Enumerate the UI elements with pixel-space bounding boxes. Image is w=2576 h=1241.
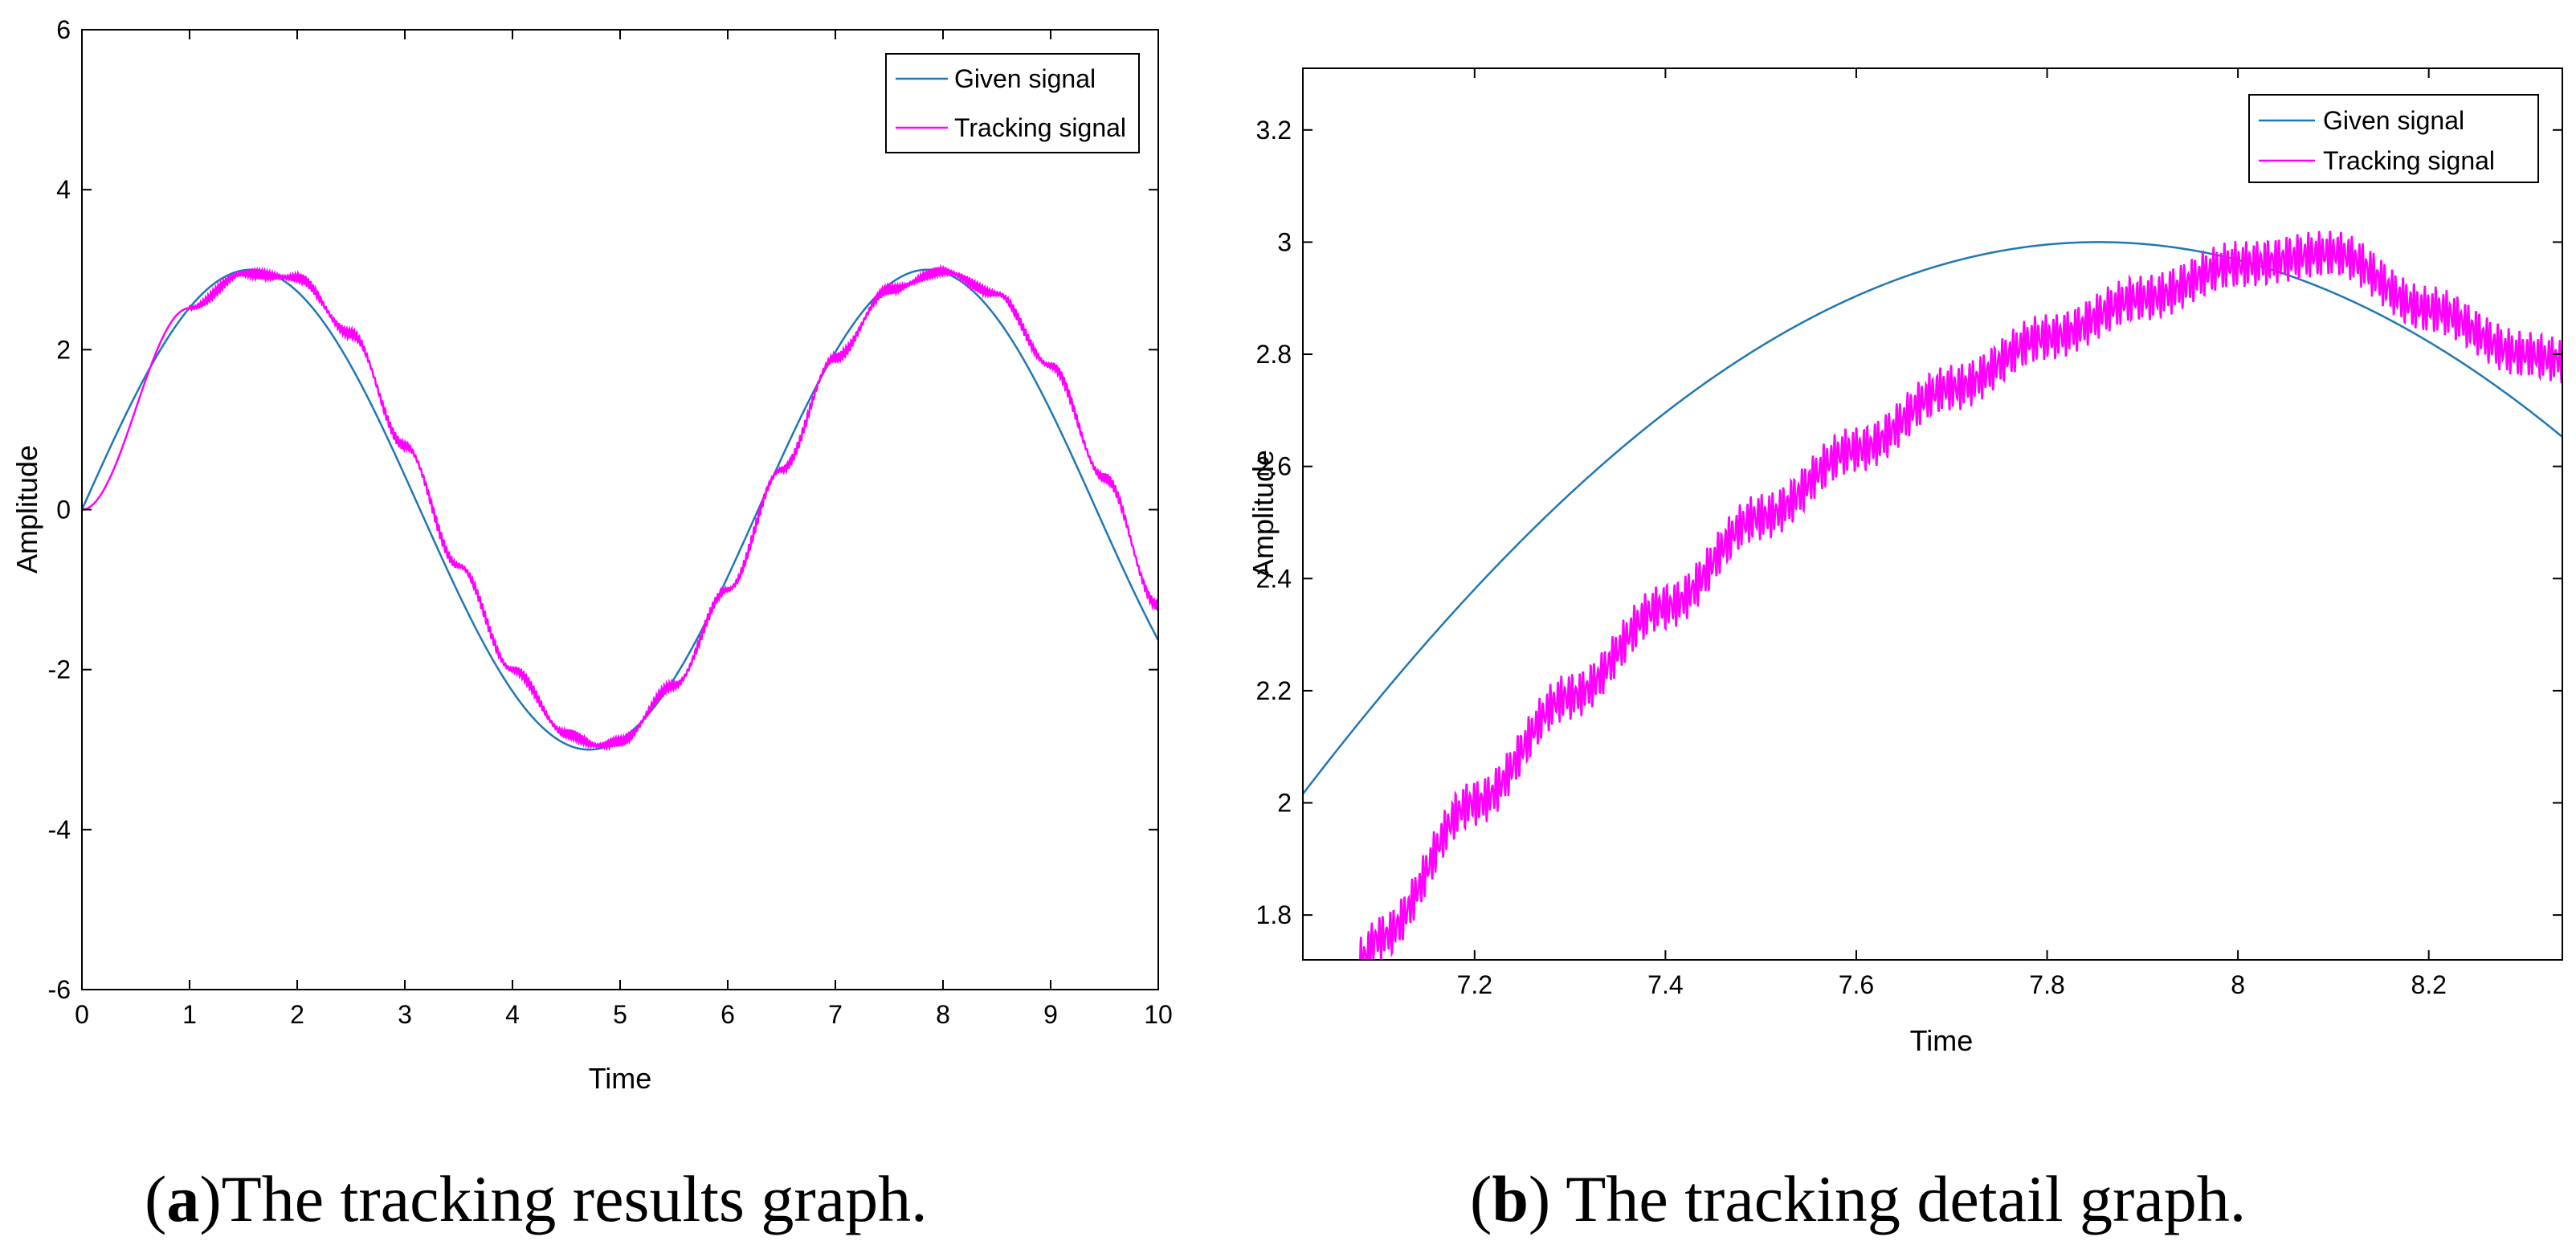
- panel-a-xtick-label: 3: [398, 1000, 412, 1029]
- panel-a-series-layer: [80, 263, 1160, 752]
- panel-b-legend-label-given: Given signal: [2323, 106, 2464, 135]
- panel-b-xlabel: Time: [1910, 1024, 1974, 1057]
- panel-b-axes-frame: [1302, 67, 2563, 961]
- panel-b-legend-label-tracking: Tracking signal: [2323, 146, 2495, 175]
- panel-b-ytick-label: 2.6: [1256, 452, 1292, 481]
- panel-a-xtick-label: 9: [1043, 1000, 1058, 1029]
- panel-a-xtick-label: 7: [828, 1000, 843, 1029]
- panel-a-ytick-label: -4: [48, 815, 71, 844]
- panel-b-ytick-label: 2: [1277, 789, 1292, 818]
- panel-b-legend-box: [2248, 94, 2539, 183]
- panel-a-xlabel: Time: [589, 1062, 652, 1095]
- panel-a-xtick-label: 6: [721, 1000, 735, 1029]
- panel-a-legend-label-tracking: Tracking signal: [954, 113, 1126, 142]
- panel-a-ytick-label: -6: [48, 975, 71, 1004]
- panel-b-xtick-label: 7.8: [2029, 970, 2064, 999]
- panel-b-ytick-label: 2.8: [1256, 340, 1292, 369]
- panel-a-series-given: [80, 268, 1160, 751]
- panel-b-xtick-label: 8.2: [2411, 970, 2446, 999]
- panel-b-ytick-label: 1.8: [1256, 900, 1292, 929]
- panel-b-ytick-label: 2.2: [1256, 676, 1292, 705]
- panel-a-ytick-label: -2: [48, 655, 71, 684]
- panel-b-ytick-label: 2.4: [1256, 564, 1292, 593]
- panel-a-ticks: 0 1 2 3 4 5 6 7 8 9 10 -6 -4 -2 0 2 4 6: [48, 15, 1173, 1029]
- panel-a-legend-label-given: Given signal: [954, 64, 1096, 93]
- panel-a-xtick-label: 0: [75, 1000, 89, 1029]
- panel-a-xtick-label: 4: [505, 1000, 520, 1029]
- panel-a-ytick-label: 6: [56, 15, 71, 44]
- panel-b-chart: 7.2 7.4 7.6 7.8 8 8.2 1.8 2 2.2 2.4 2.6 2.8 3 3.2 Tim…: [1247, 67, 2563, 1057]
- panel-b-xtick-label: 7.2: [1457, 970, 1492, 999]
- panel-a-xtick-label: 8: [936, 1000, 950, 1029]
- panel-b-xtick-label: 7.4: [1647, 970, 1683, 999]
- panel-b-ticks: 7.2 7.4 7.6 7.8 8 8.2 1.8 2 2.2 2.4 2.6 2.8 3 3.2: [1256, 68, 2562, 999]
- panel-b-xtick-label: 7.6: [1839, 970, 1874, 999]
- panel-a-xtick-label: 1: [182, 1000, 197, 1029]
- panel-b-ytick-label: 3: [1277, 227, 1292, 256]
- panel-b-xtick-label: 8: [2231, 970, 2245, 999]
- panel-a-ylabel: Amplitude: [10, 445, 43, 574]
- panel-b-series-layer: [1303, 231, 2562, 960]
- panel-a-legend-box: [885, 53, 1140, 153]
- panel-a-axes-frame: [81, 29, 1159, 990]
- panel-b-series-tracking: [1359, 231, 2562, 960]
- panel-b-series-given: [1303, 241, 2562, 795]
- caption-b: (b) The tracking detail graph.: [1470, 1162, 2246, 1235]
- caption-a: (a)The tracking results graph.: [145, 1162, 928, 1235]
- panel-b-legend: Given signal Tracking signal: [2248, 94, 2539, 183]
- panel-a-ytick-label: 2: [56, 335, 71, 364]
- panel-a-ytick-label: 4: [56, 175, 71, 204]
- panel-a-xtick-label: 2: [290, 1000, 304, 1029]
- panel-a-xtick-label: 5: [613, 1000, 627, 1029]
- panel-b-ylabel: Amplitude: [1247, 450, 1280, 578]
- panel-a-series-tracking: [81, 263, 1160, 752]
- panel-a-legend: Given signal Tracking signal: [885, 53, 1140, 153]
- panel-a-chart: 0 1 2 3 4 5 6 7 8 9 10 -6 -4 -2 0 2 4 6 Time Amplitude Gi…: [10, 15, 1173, 1095]
- panel-a-ytick-label: 0: [56, 496, 71, 525]
- panel-a-xtick-label: 10: [1144, 1000, 1173, 1029]
- panel-b-ytick-label: 3.2: [1256, 116, 1292, 145]
